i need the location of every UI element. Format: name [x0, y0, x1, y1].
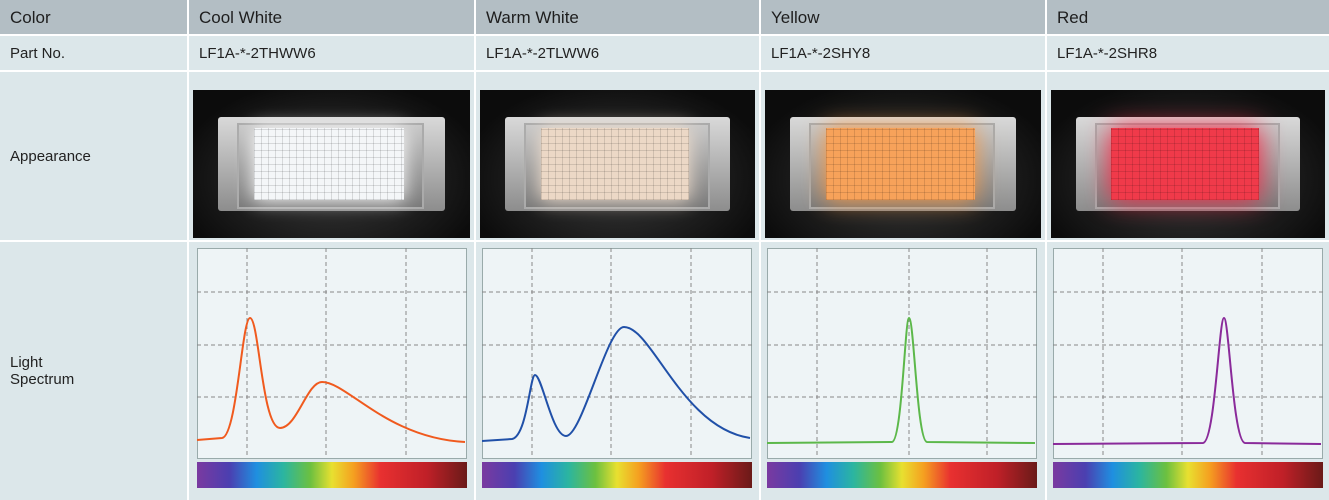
- part-number: LF1A-*-2SHR8: [1047, 36, 1329, 70]
- spectrum-cell: [189, 242, 474, 500]
- header-cell: Warm White: [476, 0, 759, 34]
- appearance-cell: [476, 72, 759, 240]
- header-cell: Color: [0, 0, 187, 34]
- appearance-cell: [761, 72, 1045, 240]
- appearance-cell: [189, 72, 474, 240]
- header-cell: Yellow: [761, 0, 1045, 34]
- product-photo: [765, 90, 1041, 238]
- spectrum-cell: [476, 242, 759, 500]
- part-number: LF1A-*-2THWW6: [189, 36, 474, 70]
- row-label: Part No.: [0, 36, 187, 70]
- spectrum-chart: [1053, 248, 1323, 492]
- product-photo: [193, 90, 470, 238]
- appearance-cell: [1047, 72, 1329, 240]
- spectrum-chart: [767, 248, 1037, 492]
- spectrum-cell: [1047, 242, 1329, 500]
- row-label: Appearance: [0, 72, 187, 240]
- product-photo: [480, 90, 755, 238]
- header-cell: Red: [1047, 0, 1329, 34]
- product-photo: [1051, 90, 1325, 238]
- part-number: LF1A-*-2TLWW6: [476, 36, 759, 70]
- spectrum-chart: [197, 248, 467, 492]
- page: {"table": { "header": ["Color", "Cool Wh…: [0, 0, 1329, 500]
- spectrum-chart: [482, 248, 752, 492]
- row-label: Light Spectrum: [0, 242, 187, 500]
- header-cell: Cool White: [189, 0, 474, 34]
- spectrum-cell: [761, 242, 1045, 500]
- part-number: LF1A-*-2SHY8: [761, 36, 1045, 70]
